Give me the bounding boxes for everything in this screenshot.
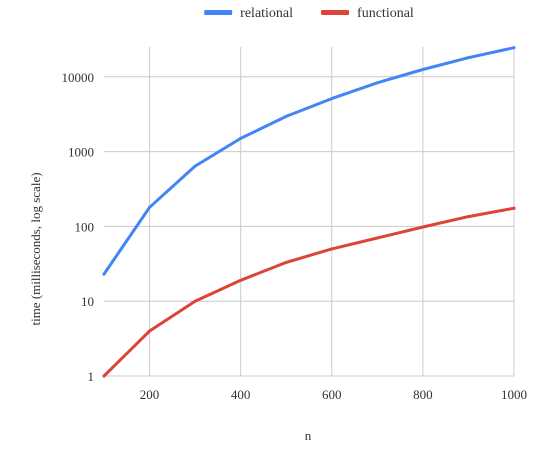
x-axis-tick-labels: 200 400 600 800 1000 [140, 387, 527, 402]
data-point-relational [375, 81, 379, 85]
legend: relational functional [204, 6, 414, 21]
x-tick-label: 800 [413, 387, 433, 402]
vertical-gridlines [149, 47, 515, 376]
data-point-relational [102, 272, 106, 276]
y-tick-label: 10000 [62, 70, 95, 85]
y-tick-label: 1000 [68, 145, 94, 160]
data-point-functional [421, 225, 425, 229]
data-point-functional [284, 260, 288, 264]
y-axis-tick-labels: 1 10 100 1000 10000 [62, 70, 95, 384]
series-line-relational [102, 46, 516, 276]
data-point-relational [148, 205, 152, 209]
data-point-relational [330, 97, 334, 101]
data-point-functional [102, 374, 106, 378]
data-point-relational [466, 56, 470, 60]
x-axis-title: n [305, 428, 312, 443]
legend-swatch-relational [204, 10, 233, 15]
data-point-functional [512, 206, 516, 210]
y-axis-title: time (milliseconds, log scale) [28, 172, 43, 325]
data-point-relational [421, 68, 425, 72]
x-tick-label: 400 [231, 387, 251, 402]
y-tick-label: 1 [88, 369, 95, 384]
legend-label-functional: functional [357, 6, 414, 21]
data-point-functional [330, 247, 334, 251]
data-point-relational [239, 136, 243, 140]
x-tick-label: 200 [140, 387, 160, 402]
legend-swatch-functional [321, 10, 350, 15]
x-tick-label: 600 [322, 387, 342, 402]
data-point-relational [284, 114, 288, 118]
x-tick-label: 1000 [501, 387, 527, 402]
data-point-functional [375, 236, 379, 240]
series-lines [102, 46, 516, 378]
y-tick-label: 10 [81, 294, 94, 309]
series-line-functional [102, 206, 516, 378]
legend-label-relational: relational [240, 6, 293, 21]
data-point-functional [466, 215, 470, 219]
data-point-functional [148, 329, 152, 333]
data-point-relational [512, 46, 516, 50]
horizontal-gridlines [104, 76, 514, 377]
y-tick-label: 100 [75, 219, 95, 234]
data-point-functional [239, 278, 243, 282]
data-point-relational [193, 164, 197, 168]
data-point-functional [193, 299, 197, 303]
